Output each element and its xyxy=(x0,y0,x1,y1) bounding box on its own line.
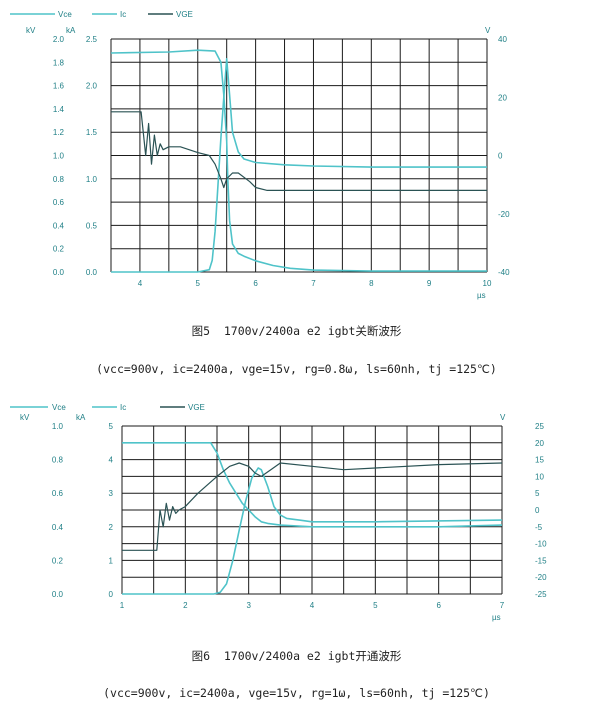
x-tick: 3 xyxy=(246,601,251,610)
right-unit: V xyxy=(500,413,506,422)
left-inner-tick: 4 xyxy=(109,456,114,465)
legend-label-ic: Ic xyxy=(120,403,126,412)
legend-label-vge: VGE xyxy=(176,10,193,19)
left-inner-tick: 2 xyxy=(109,523,114,532)
right-unit: V xyxy=(485,26,491,35)
left-inner-tick: 1.5 xyxy=(86,128,98,137)
series-vce-line xyxy=(122,441,503,528)
left-outer-tick: 1.0 xyxy=(52,422,64,431)
left-outer-unit: kV xyxy=(26,26,36,35)
left-inner-unit: kA xyxy=(76,413,86,422)
left-inner-tick: 0 xyxy=(109,590,114,599)
x-unit: µs xyxy=(492,613,501,622)
right-tick: 25 xyxy=(535,422,544,431)
x-tick: 6 xyxy=(253,279,258,288)
x-tick: 4 xyxy=(310,601,315,610)
left-outer-tick: 1.6 xyxy=(53,82,65,91)
right-tick: 5 xyxy=(535,489,540,498)
x-tick: 10 xyxy=(483,279,492,288)
left-outer-tick: 1.0 xyxy=(53,152,65,161)
legend: Vce Ic VGE xyxy=(10,10,193,19)
left-outer-tick: 2.0 xyxy=(53,35,65,44)
series-ic-line xyxy=(122,467,503,595)
left-inner-unit: kA xyxy=(66,26,76,35)
left-outer-tick: 0.0 xyxy=(53,268,65,277)
figure5-conditions: (vcc=900v, ic=2400a, vge=15v, rg=0.8ω, l… xyxy=(96,362,497,376)
legend-label-vge: VGE xyxy=(188,403,205,412)
left-inner-tick: 0.5 xyxy=(86,221,98,230)
right-tick: -5 xyxy=(535,523,543,532)
left-outer-tick: 0.4 xyxy=(53,221,65,230)
left-outer-tick: 1.4 xyxy=(53,105,65,114)
left-outer-tick: 0.6 xyxy=(53,198,65,207)
figure6-conditions: (vcc=900v, ic=2400a, vge=15v, rg=1ω, ls=… xyxy=(103,686,490,700)
x-tick: 1 xyxy=(120,601,125,610)
legend-label-vce: Vce xyxy=(58,10,72,19)
right-tick: 10 xyxy=(535,472,544,481)
x-tick: 9 xyxy=(427,279,432,288)
right-tick: -10 xyxy=(535,540,547,549)
x-tick: 5 xyxy=(196,279,201,288)
series-vge-line xyxy=(122,462,503,551)
x-tick: 7 xyxy=(311,279,316,288)
right-tick: -25 xyxy=(535,590,547,599)
turn-off-chart-svg: Vce Ic VGE kV kA Vµs 0.0 0.2 0.4 0.6 0.8 1.0 1.2 1.4 1… xyxy=(10,10,510,300)
right-tick: -15 xyxy=(535,556,547,565)
x-tick: 5 xyxy=(373,601,378,610)
left-inner-tick: 2.0 xyxy=(86,82,98,91)
legend-label-ic: Ic xyxy=(120,10,126,19)
series-ic-line xyxy=(110,49,487,272)
left-outer-tick: 0.8 xyxy=(53,175,65,184)
x-tick: 4 xyxy=(138,279,143,288)
x-tick: 8 xyxy=(369,279,374,288)
left-inner-tick: 5 xyxy=(109,422,114,431)
series-vce-line xyxy=(111,57,487,273)
left-inner-tick: 0.0 xyxy=(86,268,98,277)
grid xyxy=(121,425,503,595)
legend: Vce Ic VGE xyxy=(10,403,205,412)
figure5-caption: 图5 1700v/2400a e2 igbt关断波形 xyxy=(191,324,402,338)
x-unit: µs xyxy=(477,291,486,300)
left-outer-tick: 1.2 xyxy=(53,128,65,137)
legend-label-vce: Vce xyxy=(52,403,66,412)
grid xyxy=(110,38,488,273)
left-outer-tick: 0.2 xyxy=(52,556,64,565)
left-outer-tick: 0.8 xyxy=(52,456,64,465)
left-inner-tick: 1 xyxy=(109,556,114,565)
left-outer-tick: 1.8 xyxy=(53,58,65,67)
left-outer-tick: 0.2 xyxy=(53,245,65,254)
x-tick: 2 xyxy=(183,601,188,610)
right-tick: 0 xyxy=(498,152,503,161)
x-tick: 6 xyxy=(436,601,441,610)
figure6-caption: 图6 1700v/2400a e2 igbt开通波形 xyxy=(191,649,402,663)
left-inner-tick: 3 xyxy=(109,489,114,498)
right-tick: -40 xyxy=(498,268,510,277)
left-outer-unit: kV xyxy=(20,413,30,422)
x-tick: 7 xyxy=(500,601,505,610)
series-vge-line xyxy=(111,111,487,191)
right-tick: -20 xyxy=(498,210,510,219)
right-tick: 40 xyxy=(498,35,507,44)
right-tick: -20 xyxy=(535,573,547,582)
left-inner-tick: 2.5 xyxy=(86,35,98,44)
right-tick: 0 xyxy=(535,506,540,515)
right-tick: 15 xyxy=(535,456,544,465)
left-inner-tick: 1.0 xyxy=(86,175,98,184)
right-tick: 20 xyxy=(498,93,507,102)
left-outer-tick: 0.4 xyxy=(52,523,64,532)
right-tick: 20 xyxy=(535,439,544,448)
left-outer-tick: 0.6 xyxy=(52,489,64,498)
left-outer-tick: 0.0 xyxy=(52,590,64,599)
